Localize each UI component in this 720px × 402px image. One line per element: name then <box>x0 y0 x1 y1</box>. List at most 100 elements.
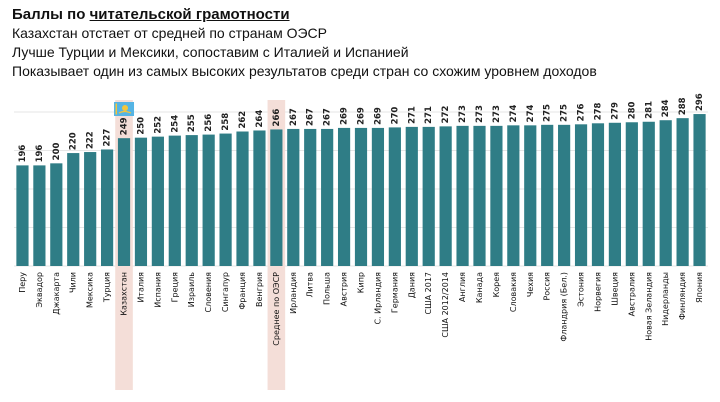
value-label: 256 <box>204 114 214 132</box>
value-label: 279 <box>610 102 620 120</box>
value-label: 273 <box>492 105 502 123</box>
category-label: Нидерланды <box>661 272 670 326</box>
category-label: С. Ирландия <box>373 272 382 325</box>
bar <box>67 153 80 266</box>
bar <box>253 130 266 266</box>
value-label: 220 <box>69 132 79 150</box>
value-label: 227 <box>103 129 113 147</box>
value-label: 273 <box>475 105 485 123</box>
value-label: 275 <box>560 104 570 122</box>
value-label: 284 <box>661 99 671 117</box>
kazakhstan-flag-icon <box>114 102 135 116</box>
bar <box>422 126 435 267</box>
category-label: Венгрия <box>255 272 264 307</box>
category-label: Англия <box>458 272 467 302</box>
bar <box>84 152 97 266</box>
bar <box>236 131 249 266</box>
value-label: 255 <box>187 114 197 132</box>
bar <box>134 137 148 266</box>
bar <box>117 138 131 266</box>
title-emphasis: читательской грамотности <box>89 6 290 23</box>
bar <box>456 125 469 266</box>
category-label: Испания <box>153 272 162 308</box>
value-label: 272 <box>441 106 451 124</box>
bar <box>439 126 452 266</box>
category-label: Корея <box>492 272 501 298</box>
category-label: Польша <box>323 272 332 305</box>
value-label: 249 <box>120 117 130 135</box>
bar <box>524 125 537 266</box>
bar <box>16 165 29 266</box>
value-label: 252 <box>153 116 163 134</box>
bar <box>591 123 605 266</box>
category-label: Германия <box>390 272 399 313</box>
value-label: 269 <box>340 107 350 125</box>
value-label: 280 <box>627 101 637 119</box>
value-label: 281 <box>644 101 654 119</box>
category-label: Финляндия <box>678 272 687 320</box>
flag-layer <box>114 102 135 116</box>
category-label: Новая Зеландия <box>644 272 653 341</box>
bar <box>101 149 114 266</box>
category-label: Япония <box>695 272 704 303</box>
value-label: 222 <box>86 131 96 149</box>
bar <box>659 120 672 266</box>
bar <box>371 127 385 266</box>
value-label: 278 <box>593 102 603 120</box>
bar-layer <box>16 114 706 267</box>
category-label: Эквадор <box>35 272 44 308</box>
category-label: Швеция <box>610 272 619 306</box>
value-label: 275 <box>543 104 553 122</box>
bar <box>388 127 401 267</box>
category-label: Турция <box>103 272 112 303</box>
bar <box>693 114 706 266</box>
category-label: Джакарта <box>52 272 61 315</box>
chart-title: Баллы по читательской грамотности <box>12 6 712 24</box>
bar <box>490 125 503 266</box>
category-label: Греция <box>170 272 179 303</box>
bar <box>354 127 368 266</box>
category-label: Казахстан <box>120 272 129 316</box>
subtitle-line-3: Показывает один из самых высоких результ… <box>12 63 597 79</box>
bar <box>185 135 198 266</box>
value-label: 267 <box>323 108 333 126</box>
category-label: Россия <box>543 272 552 301</box>
category-label: Эстония <box>577 272 586 307</box>
category-label: Кипр <box>357 272 366 293</box>
value-label: 271 <box>424 106 434 124</box>
bar <box>541 124 554 266</box>
value-label: 200 <box>52 143 62 161</box>
bar <box>473 125 486 266</box>
bar <box>168 135 181 266</box>
subtitle-line-2: Лучше Турции и Мексики, сопоставим с Ита… <box>12 44 409 60</box>
category-label: Франция <box>238 272 247 310</box>
category-label: Сингапур <box>221 272 230 312</box>
value-label: 270 <box>390 107 400 125</box>
bar <box>202 134 215 266</box>
bar <box>219 133 232 266</box>
category-label: Словакия <box>509 272 518 312</box>
value-label: 296 <box>695 93 705 111</box>
value-label: 267 <box>306 108 316 126</box>
value-label: 254 <box>170 115 180 133</box>
category-label: Фландрия (Бел.) <box>560 272 569 342</box>
category-label: Норвегия <box>593 272 602 312</box>
category-label: Литва <box>306 272 315 298</box>
bar <box>625 122 638 267</box>
bar <box>642 121 655 267</box>
value-label: 288 <box>678 97 688 115</box>
category-label: Среднее по ОЭСР <box>272 272 281 346</box>
bar <box>337 127 351 266</box>
category-label: Перу <box>18 272 27 293</box>
value-label: 266 <box>272 109 282 127</box>
value-label: 271 <box>407 106 417 124</box>
category-label: Чехия <box>526 272 535 297</box>
category-label: Канада <box>475 272 484 303</box>
bar <box>304 128 317 266</box>
bar <box>574 124 588 266</box>
bar <box>321 128 334 266</box>
category-label: США 2012/2014 <box>441 272 450 338</box>
value-label: 262 <box>238 111 248 129</box>
value-label: 196 <box>35 145 45 163</box>
bar <box>270 129 283 266</box>
